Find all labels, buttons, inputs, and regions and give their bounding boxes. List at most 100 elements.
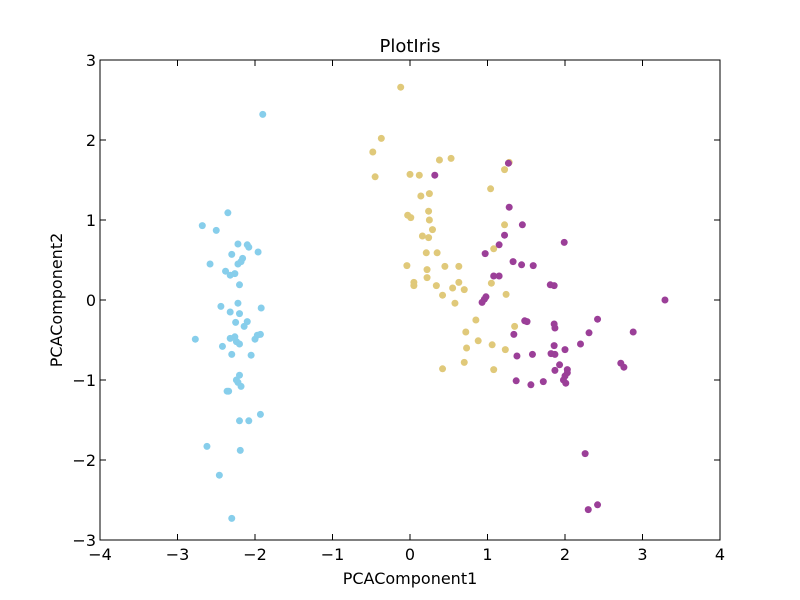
data-point-series-3 (482, 293, 490, 301)
data-point-series-2 (407, 214, 415, 222)
data-point-series-3 (629, 328, 637, 336)
data-point-series-2 (369, 148, 377, 156)
data-point-series-3 (594, 501, 602, 509)
y-tick-label: −2 (72, 451, 96, 470)
data-point-series-1 (234, 299, 242, 307)
data-point-series-3 (512, 377, 520, 385)
data-point-series-2 (425, 234, 433, 242)
y-tick-label: −1 (72, 371, 96, 390)
data-point-series-3 (560, 238, 568, 246)
data-point-series-1 (228, 250, 236, 258)
data-point-series-2 (460, 286, 468, 294)
data-point-series-3 (478, 298, 486, 306)
data-point-series-3 (523, 318, 531, 326)
y-axis-label: PCAComponent2 (47, 233, 66, 368)
data-point-series-2 (432, 282, 440, 290)
data-point-series-1 (240, 322, 248, 330)
data-point-series-2 (490, 366, 498, 374)
data-point-series-3 (561, 346, 569, 354)
data-point-series-2 (439, 291, 447, 299)
data-point-series-3 (620, 363, 628, 371)
data-point-series-3 (505, 203, 513, 211)
x-tick-label: 4 (715, 545, 725, 564)
points-layer (191, 83, 669, 522)
data-point-series-3 (527, 381, 535, 389)
data-point-series-2 (487, 279, 495, 287)
data-point-series-3 (661, 296, 669, 304)
data-point-series-1 (215, 471, 223, 479)
y-tick-label: 2 (86, 131, 96, 150)
data-point-series-3 (528, 350, 536, 358)
data-point-series-1 (245, 417, 253, 425)
data-point-series-2 (487, 185, 495, 193)
data-point-series-2 (410, 282, 418, 290)
data-point-series-1 (203, 442, 211, 450)
data-point-series-3 (481, 250, 489, 258)
data-point-series-1 (247, 351, 255, 359)
data-point-series-2 (423, 266, 431, 274)
data-point-series-1 (236, 310, 243, 318)
data-point-series-2 (371, 173, 379, 181)
data-point-series-2 (455, 262, 463, 270)
x-tick-label: −2 (243, 545, 267, 564)
y-tick-label: 0 (86, 291, 96, 310)
data-point-series-1 (225, 387, 233, 395)
data-point-series-1 (256, 330, 264, 338)
data-point-series-1 (228, 350, 236, 358)
data-point-series-2 (511, 322, 519, 330)
x-tick-label: 2 (560, 545, 570, 564)
data-point-series-2 (490, 245, 498, 253)
data-point-series-1 (198, 222, 206, 230)
data-point-series-2 (435, 156, 443, 164)
data-point-series-3 (529, 262, 537, 270)
data-point-series-2 (418, 232, 426, 240)
data-point-series-3 (584, 506, 592, 514)
data-point-series-2 (501, 346, 509, 354)
data-point-series-3 (581, 450, 589, 458)
data-point-series-3 (510, 330, 518, 338)
data-point-series-2 (474, 337, 482, 345)
data-point-series-2 (423, 274, 431, 282)
data-point-series-3 (577, 340, 584, 348)
x-tick-label: 3 (637, 545, 647, 564)
data-point-series-2 (441, 262, 449, 270)
data-point-series-2 (403, 262, 411, 270)
data-point-series-3 (551, 324, 559, 332)
data-point-series-2 (439, 365, 447, 373)
data-point-series-1 (231, 270, 239, 278)
data-point-series-1 (206, 260, 214, 268)
y-axis: −3 −2 −1 0 1 2 3 (72, 51, 720, 550)
data-point-series-1 (212, 226, 220, 234)
data-point-series-1 (191, 335, 199, 343)
data-point-series-3 (556, 361, 564, 369)
data-point-series-2 (422, 249, 430, 257)
data-point-series-1 (234, 240, 242, 248)
data-point-series-3 (594, 315, 602, 323)
data-point-series-1 (259, 110, 267, 118)
data-point-series-1 (226, 334, 234, 342)
data-point-series-3 (490, 272, 498, 280)
data-point-series-1 (222, 267, 230, 275)
plot-frame (99, 59, 721, 541)
data-point-series-3 (550, 282, 558, 290)
data-point-series-2 (502, 290, 510, 298)
data-point-series-3 (495, 272, 503, 280)
data-point-series-2 (463, 344, 471, 352)
data-point-series-3 (562, 379, 570, 387)
x-axis-label: PCAComponent1 (343, 569, 478, 588)
data-point-series-1 (251, 335, 259, 343)
data-point-series-2 (406, 170, 414, 178)
data-point-series-2 (428, 226, 436, 234)
x-tick-label: 0 (405, 545, 415, 564)
data-point-series-3 (495, 241, 503, 249)
data-point-series-3 (509, 258, 517, 266)
data-point-series-1 (257, 304, 265, 312)
data-point-series-2 (425, 216, 433, 224)
data-point-series-3 (585, 329, 593, 337)
data-point-series-1 (254, 248, 262, 256)
data-point-series-3 (431, 171, 439, 179)
data-point-series-3 (518, 221, 526, 229)
data-point-series-1 (256, 410, 264, 418)
data-point-series-2 (501, 166, 509, 174)
